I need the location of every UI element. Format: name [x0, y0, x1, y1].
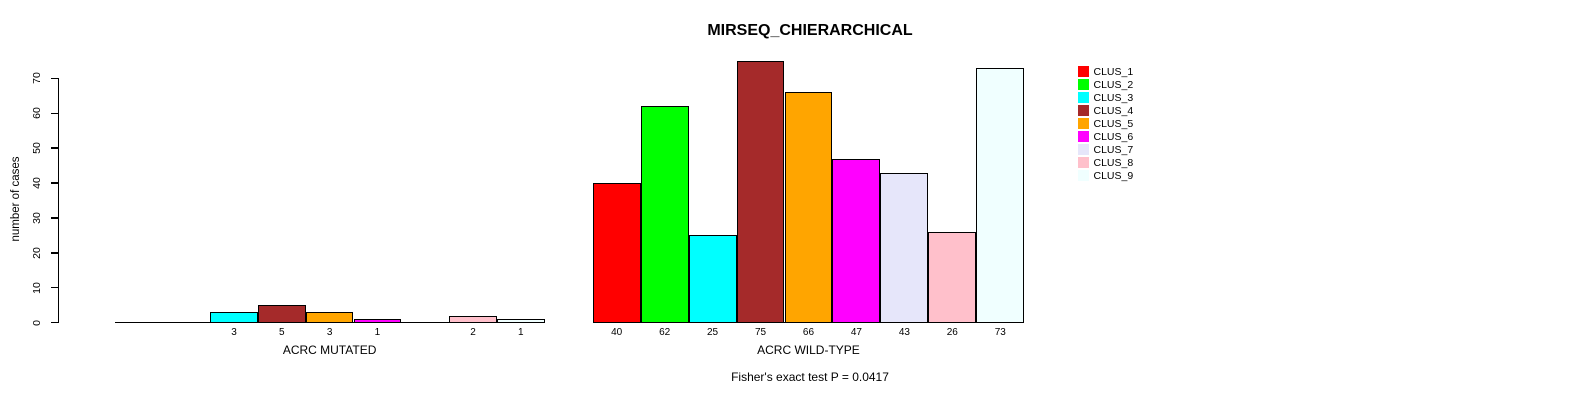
bar-value-label: 47	[850, 327, 862, 338]
bar-value-label: 3	[326, 327, 333, 338]
bar-value-label: 75	[754, 327, 767, 338]
y-axis-tick-label-text: 10	[31, 281, 43, 294]
bar-acrc-mutated-clus_4	[257, 305, 306, 323]
x-baseline	[114, 322, 545, 324]
y-axis-tick	[51, 147, 58, 149]
y-axis-tick	[51, 322, 58, 324]
group-label: ACRC MUTATED	[282, 343, 377, 357]
legend-swatch-icon	[1078, 170, 1089, 181]
bar-value-label: 73	[994, 327, 1006, 338]
bar-acrc-wild-type-clus_1	[592, 182, 641, 323]
bar-acrc-mutated-clus_6	[353, 319, 402, 323]
bar-acrc-mutated-clus_3	[210, 312, 258, 323]
legend-swatch-icon	[1078, 131, 1089, 142]
y-axis-line	[57, 78, 59, 323]
bar-value-label: 1	[374, 327, 381, 338]
legend-label: CLUS_1	[1093, 65, 1134, 78]
y-axis-tick	[51, 77, 58, 79]
legend-swatch-icon	[1078, 105, 1089, 116]
legend: CLUS_1 CLUS_2 CLUS_3 CLUS_4 CLUS_5 CLUS_6 CLUS…	[1078, 65, 1133, 182]
y-axis-tick-label-text: 0	[31, 319, 43, 326]
bar-value-label: 3	[231, 327, 237, 338]
bar-value-label: 26	[946, 327, 958, 338]
y-axis-tick-label-text: 20	[31, 246, 43, 259]
y-axis-tick	[51, 182, 58, 184]
legend-item: CLUS_1	[1078, 65, 1133, 78]
legend-item: CLUS_6	[1078, 130, 1133, 143]
legend-label: CLUS_9	[1093, 169, 1134, 182]
bar-acrc-mutated-clus_9	[496, 319, 545, 323]
group-label: ACRC WILD-TYPE	[757, 343, 860, 357]
y-axis-tick	[51, 217, 58, 219]
legend-swatch-icon	[1078, 92, 1089, 103]
legend-label: CLUS_6	[1093, 130, 1134, 143]
bar-acrc-wild-type-clus_8	[928, 231, 977, 323]
bar-value-label: 25	[707, 327, 719, 338]
legend-item: CLUS_3	[1078, 91, 1133, 104]
bar-acrc-wild-type-clus_5	[784, 92, 833, 323]
y-axis-title-text: number of cases	[10, 156, 22, 242]
bar-value-label: 62	[659, 327, 671, 338]
legend-label: CLUS_4	[1093, 104, 1134, 117]
bar-value-label: 2	[470, 327, 476, 338]
bar-acrc-wild-type-clus_3	[688, 235, 737, 323]
bar-acrc-wild-type-clus_4	[736, 60, 785, 323]
bar-value-label: 40	[611, 327, 623, 338]
bar-value-label: 66	[802, 327, 815, 338]
legend-item: CLUS_4	[1078, 104, 1133, 117]
bar-acrc-mutated-clus_5	[305, 312, 354, 323]
y-axis-tick-label-text: 70	[31, 72, 43, 85]
legend-label: CLUS_3	[1093, 91, 1134, 104]
legend-item: CLUS_8	[1078, 156, 1133, 169]
legend-swatch-icon	[1078, 118, 1089, 129]
y-axis-tick-label-text: 50	[31, 142, 43, 154]
legend-swatch-icon	[1078, 157, 1089, 168]
y-axis-tick-label-text: 60	[31, 107, 43, 119]
legend-label: CLUS_5	[1093, 117, 1134, 130]
legend-item: CLUS_9	[1078, 169, 1133, 182]
legend-label: CLUS_2	[1093, 78, 1134, 91]
y-axis-tick	[51, 287, 58, 289]
y-axis-tick	[51, 112, 58, 114]
bar-value-label: 43	[898, 327, 910, 338]
legend-item: CLUS_7	[1078, 143, 1133, 156]
y-axis-tick	[51, 252, 58, 254]
chart-title: MIRSEQ_CHIERARCHICAL	[707, 22, 913, 39]
legend-swatch-icon	[1078, 144, 1089, 155]
y-axis-tick-label-text: 30	[31, 212, 43, 224]
legend-item: CLUS_2	[1078, 78, 1133, 91]
bar-value-label: 1	[518, 327, 524, 338]
legend-label: CLUS_8	[1093, 156, 1134, 169]
legend-swatch-icon	[1078, 79, 1089, 90]
legend-label: CLUS_7	[1093, 143, 1134, 156]
bar-acrc-wild-type-clus_2	[640, 106, 689, 323]
legend-swatch-icon	[1078, 66, 1089, 77]
y-axis-tick-label-text: 40	[31, 177, 43, 189]
fisher-test-annotation: Fisher's exact test P = 0.0417	[731, 370, 889, 384]
bar-acrc-wild-type-clus_6	[832, 158, 881, 323]
bar-acrc-wild-type-clus_7	[880, 172, 929, 323]
bar-acrc-wild-type-clus_9	[976, 67, 1025, 323]
bar-value-label: 5	[279, 327, 285, 338]
x-baseline	[592, 322, 1025, 324]
legend-item: CLUS_5	[1078, 117, 1133, 130]
